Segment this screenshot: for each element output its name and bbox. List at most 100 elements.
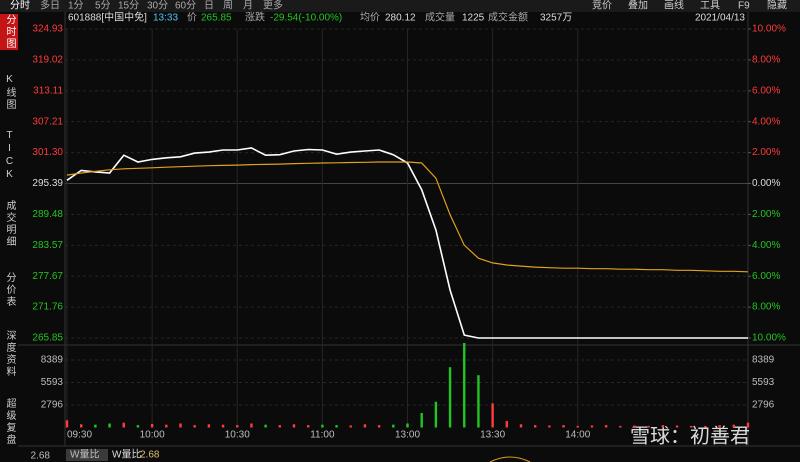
info-volume: 1225 bbox=[462, 13, 485, 24]
y2-tick-label: 8.00% bbox=[752, 302, 780, 313]
toolbar-button[interactable]: 隐藏 bbox=[767, 0, 787, 12]
volume-bar bbox=[221, 424, 225, 428]
volume-bar bbox=[377, 425, 381, 428]
toolbar-button[interactable]: F9 bbox=[738, 1, 750, 12]
y-tick-label: 295.39 bbox=[32, 178, 63, 189]
volume-bar bbox=[79, 424, 83, 428]
toolbar-tab[interactable]: 60分 bbox=[175, 0, 196, 12]
y2-tick-label: 2.00% bbox=[752, 147, 780, 158]
volume-bar bbox=[519, 424, 523, 428]
volume-bar bbox=[548, 425, 551, 428]
toolbar-tab[interactable]: 5分 bbox=[95, 0, 111, 12]
info-price-label: 价 bbox=[187, 12, 197, 24]
volume-bar bbox=[690, 425, 693, 428]
indicator-box[interactable] bbox=[66, 449, 108, 461]
toolbar-button[interactable]: 工具 bbox=[700, 0, 720, 12]
y-tick-label: 271.76 bbox=[32, 302, 63, 313]
y2-tick-label: 6.00% bbox=[752, 271, 780, 282]
volume-bar bbox=[463, 343, 466, 428]
sidebar-tab[interactable]: 分时图 bbox=[0, 14, 18, 50]
y2-tick-label: 6.00% bbox=[752, 85, 780, 96]
volume-bar bbox=[732, 424, 736, 428]
toolbar-tab[interactable]: 更多 bbox=[263, 0, 283, 12]
indicator-axis-label: 2.68 bbox=[31, 451, 51, 462]
toolbar-tab[interactable]: 日 bbox=[204, 1, 214, 12]
volume-bar bbox=[661, 425, 665, 428]
toolbar-tab[interactable]: 30分 bbox=[147, 0, 168, 12]
y2-tick-label: 4.00% bbox=[752, 116, 780, 127]
sidebar-tab[interactable]: K线图 bbox=[4, 74, 15, 111]
volume-bar bbox=[477, 375, 480, 428]
volume-bar bbox=[306, 425, 310, 428]
y-tick-label: 277.67 bbox=[32, 271, 63, 282]
toolbar-tab[interactable]: 月 bbox=[243, 0, 253, 12]
info-time: 13:33 bbox=[153, 13, 178, 24]
volume-bar bbox=[363, 424, 367, 428]
info-avg: 280.12 bbox=[385, 13, 416, 24]
volume-bar bbox=[491, 403, 494, 428]
y-tick-label: 301.30 bbox=[32, 147, 63, 158]
x-tick-label: 10:30 bbox=[225, 430, 250, 441]
y-tick-label: 289.48 bbox=[32, 209, 63, 220]
sidebar-tab[interactable]: 分价表 bbox=[4, 272, 15, 308]
info-amount: 3257万 bbox=[540, 13, 572, 24]
sidebar-tab[interactable]: TICK bbox=[4, 130, 15, 182]
toolbar-button[interactable]: 竞价 bbox=[592, 0, 612, 12]
y2-tick-label: 8.00% bbox=[752, 55, 780, 66]
x-tick-label: 11:00 bbox=[310, 430, 335, 441]
toolbar-button[interactable]: 叠加 bbox=[628, 0, 648, 12]
volume-bar bbox=[136, 425, 140, 428]
y-tick-label: 283.57 bbox=[32, 240, 63, 251]
toolbar-tab[interactable]: 15分 bbox=[118, 0, 139, 12]
volume-bar bbox=[619, 425, 622, 428]
y-tick-label: 319.02 bbox=[32, 55, 63, 66]
x-tick-label: 13:30 bbox=[480, 430, 505, 441]
volume-bar bbox=[704, 425, 707, 428]
info-date: 2021/04/13 bbox=[695, 13, 745, 24]
toolbar-tab[interactable]: 周 bbox=[223, 0, 233, 12]
volume-bar bbox=[562, 425, 565, 428]
volume-bar bbox=[434, 401, 438, 428]
volume-bar bbox=[264, 424, 267, 428]
volume-bar bbox=[590, 425, 594, 428]
volume-bar bbox=[675, 425, 679, 428]
volume-bar bbox=[746, 422, 750, 428]
y-tick-label: 265.85 bbox=[32, 333, 63, 344]
sidebar-tab[interactable]: 深度资料 bbox=[4, 330, 15, 378]
volume-bar bbox=[420, 413, 423, 428]
x-tick-label: 09:30 bbox=[67, 430, 92, 441]
volume-tick-label-right: 5593 bbox=[752, 377, 775, 388]
indicator-curve bbox=[489, 456, 531, 462]
toolbar-button[interactable]: 画线 bbox=[664, 0, 684, 12]
x-tick-label: 13:00 bbox=[395, 430, 420, 441]
toolbar-tab[interactable]: 1分 bbox=[68, 0, 84, 12]
toolbar-tab[interactable]: 分时 bbox=[10, 0, 30, 12]
toolbar-bg bbox=[0, 0, 800, 12]
volume-bar bbox=[150, 423, 154, 428]
volume-bar bbox=[193, 425, 196, 428]
info-change: -29.54(-10.00%) bbox=[270, 13, 342, 24]
volume-tick-label: 2796 bbox=[41, 400, 64, 411]
y2-tick-label: 10.00% bbox=[752, 333, 786, 344]
sidebar-tab[interactable]: 超级复盘 bbox=[4, 398, 15, 446]
volume-bar bbox=[207, 424, 211, 428]
watermark: 雪球：初善君 bbox=[630, 424, 750, 447]
volume-bar bbox=[349, 425, 352, 428]
volume-bar bbox=[179, 423, 182, 428]
x-tick-label: 10:00 bbox=[140, 430, 165, 441]
volume-bar bbox=[292, 424, 296, 428]
sidebar-tab[interactable]: 成交明细 bbox=[4, 200, 15, 248]
indicator-value: 2.68 bbox=[140, 450, 160, 461]
indicator-box-label[interactable]: W量比 bbox=[70, 449, 99, 461]
toolbar-tab[interactable]: 多日 bbox=[40, 0, 60, 12]
volume-bar bbox=[533, 425, 537, 428]
info-stock: 601888[中国中免] bbox=[68, 11, 147, 24]
y-tick-label: 307.21 bbox=[32, 116, 63, 127]
volume-bar bbox=[406, 423, 409, 428]
volume-bar bbox=[647, 425, 650, 428]
volume-tick-label-right: 2796 bbox=[752, 400, 775, 411]
price-line bbox=[66, 147, 748, 339]
volume-bar bbox=[250, 423, 253, 428]
